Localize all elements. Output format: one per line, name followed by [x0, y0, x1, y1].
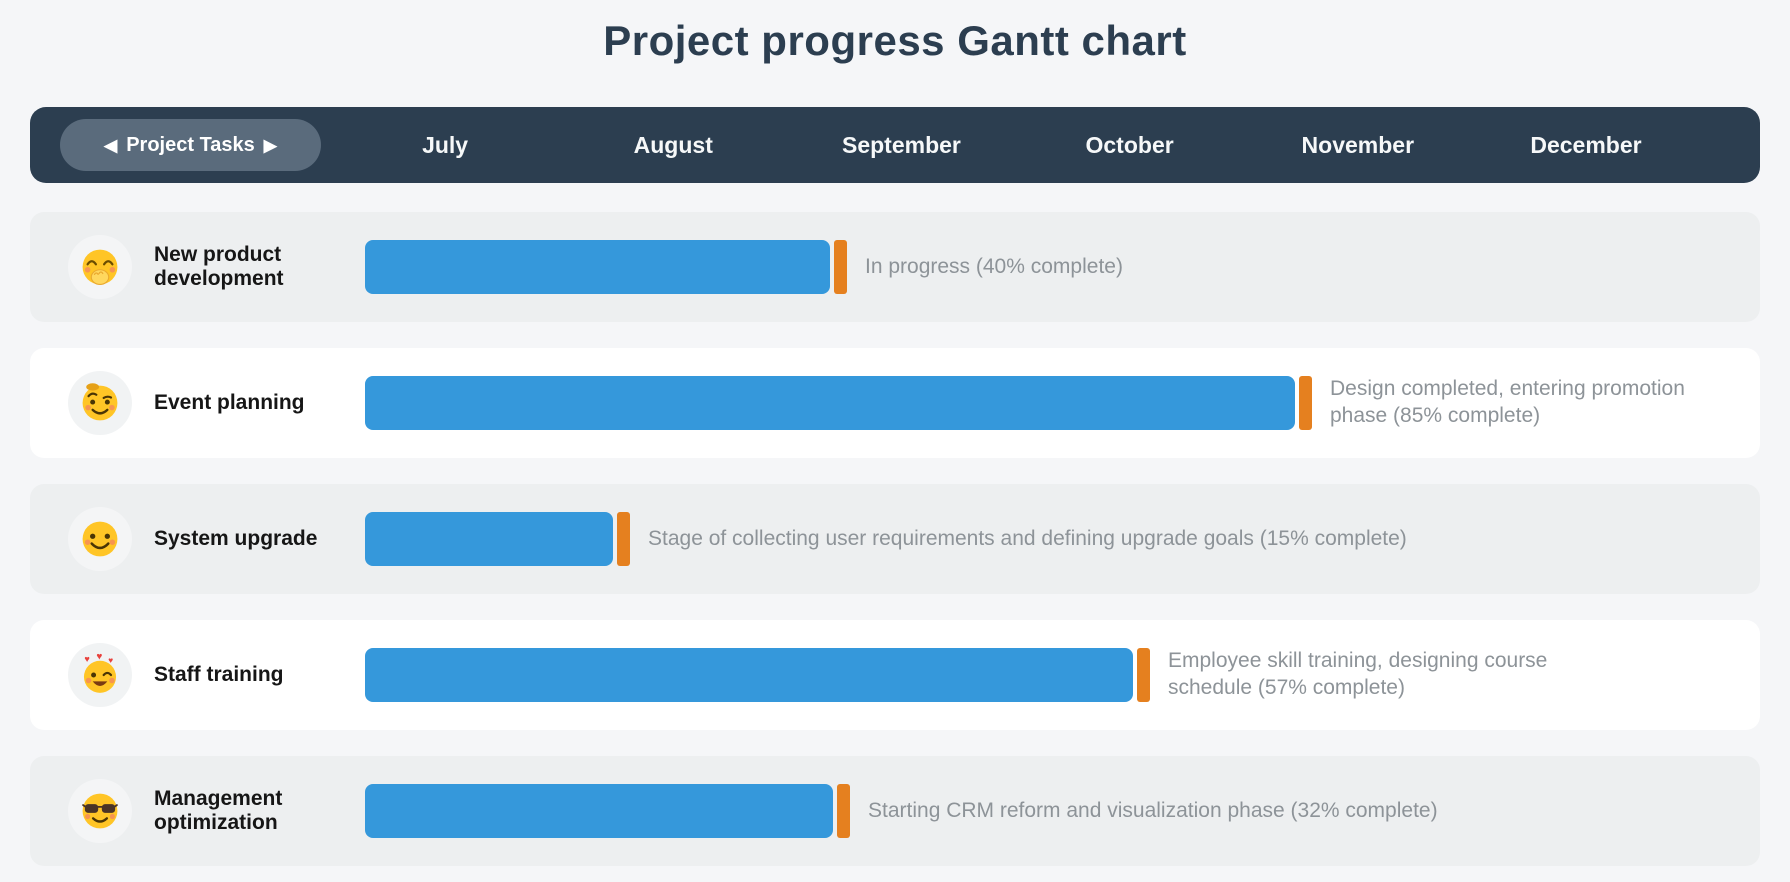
month-label-december: December — [1530, 131, 1642, 158]
table-row: ♥ ♥ ♥ Staff training Employee skill trai… — [30, 620, 1760, 730]
table-row: System upgrade Stage of collecting user … — [30, 484, 1760, 594]
task-avatar — [68, 371, 132, 435]
gantt-bar-area: Design completed, entering promotion pha… — [365, 376, 1760, 430]
winking-face-with-hearts-icon: ♥ ♥ ♥ — [83, 653, 117, 693]
month-label-october: October — [1085, 131, 1174, 158]
gantt-bar-area: In progress (40% complete) — [365, 240, 1760, 294]
task-avatar — [68, 507, 132, 571]
task-name: Staff training — [154, 662, 284, 686]
raised-eyebrow-face-icon — [82, 383, 118, 421]
svg-text:♥: ♥ — [108, 656, 113, 665]
task-name: System upgrade — [154, 526, 318, 550]
progress-bar-cap — [1299, 376, 1312, 430]
progress-bar — [365, 648, 1133, 702]
progress-bar-cap — [834, 240, 847, 294]
status-text: Starting CRM reform and visualization ph… — [868, 798, 1438, 822]
sunglasses-face-icon — [82, 793, 118, 829]
svg-text:♥: ♥ — [96, 653, 102, 662]
month-label-august: August — [633, 131, 713, 158]
gantt-bar-area: Employee skill training, designing cours… — [365, 648, 1760, 702]
status-text: Stage of collecting user requirements an… — [648, 526, 1407, 550]
gantt-bar-area: Stage of collecting user requirements an… — [365, 512, 1760, 566]
progress-bar — [365, 376, 1295, 430]
smiling-face-icon — [82, 521, 118, 557]
task-name: New product development — [154, 242, 284, 290]
task-avatar: ♥ ♥ ♥ — [68, 643, 132, 707]
task-rows: New product development In progress (40%… — [30, 212, 1760, 866]
svg-text:♥: ♥ — [84, 654, 89, 664]
project-tasks-label: Project Tasks — [126, 133, 255, 156]
status-text: Employee skill training, designing cours… — [1168, 649, 1548, 699]
project-tasks-button[interactable]: ◀ Project Tasks ▶ — [60, 119, 321, 171]
task-name: Event planning — [154, 390, 305, 414]
table-row: Management optimization Starting CRM ref… — [30, 756, 1760, 866]
scroll-right-icon: ▶ — [263, 135, 277, 155]
status-text: Design completed, entering promotion pha… — [1330, 377, 1685, 427]
month-label-july: July — [422, 131, 469, 158]
progress-bar-cap — [1137, 648, 1150, 702]
task-name: Management optimization — [154, 786, 283, 834]
giggling-face-icon — [82, 249, 118, 285]
status-text: In progress (40% complete) — [865, 254, 1123, 278]
progress-bar — [365, 784, 833, 838]
task-avatar — [68, 235, 132, 299]
table-row: Event planning Design completed, enterin… — [30, 348, 1760, 458]
month-label-november: November — [1301, 131, 1415, 158]
progress-bar — [365, 512, 613, 566]
gantt-bar-area: Starting CRM reform and visualization ph… — [365, 784, 1760, 838]
timeline-header: ◀ Project Tasks ▶ July August September … — [30, 107, 1760, 183]
scroll-left-icon: ◀ — [104, 135, 118, 155]
month-label-september: September — [841, 131, 961, 158]
progress-bar-cap — [837, 784, 850, 838]
month-labels: July August September October November D… — [331, 132, 1760, 159]
task-avatar — [68, 779, 132, 843]
table-row: New product development In progress (40%… — [30, 212, 1760, 322]
progress-bar — [365, 240, 830, 294]
progress-bar-cap — [617, 512, 630, 566]
page-title: Project progress Gantt chart — [603, 17, 1187, 64]
